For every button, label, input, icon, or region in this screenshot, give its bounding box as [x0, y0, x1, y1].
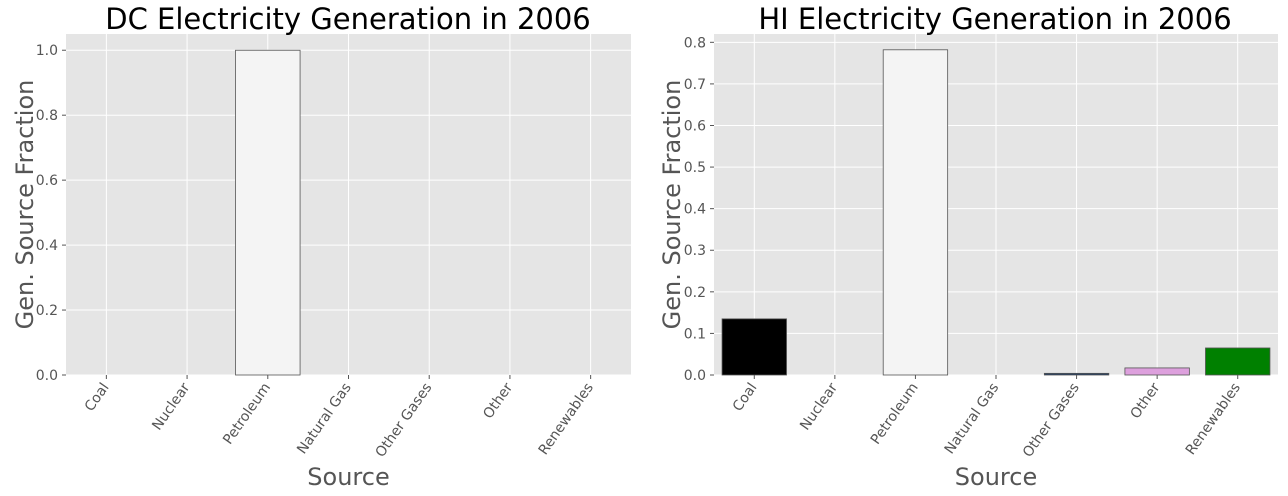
x-axis-label: Source [955, 463, 1037, 491]
y-tick-label: 0.0 [36, 368, 58, 384]
bar-other [1124, 367, 1190, 376]
y-tick-label: 0.8 [36, 108, 58, 124]
x-tick-label: Petroleum [220, 380, 274, 447]
y-tick-label: 0.6 [684, 118, 706, 134]
y-tick-label: 0.8 [684, 35, 706, 51]
y-tick-label: 0.1 [684, 326, 706, 342]
y-tick-label: 0.7 [684, 77, 706, 93]
bar-petroleum [882, 49, 949, 376]
x-tick-label: Nuclear [797, 380, 841, 434]
bar-coal [721, 318, 787, 376]
y-tick-label: 1.0 [36, 43, 58, 59]
bar-renewables [1205, 347, 1271, 376]
x-tick-label: Natural Gas [294, 380, 355, 457]
y-tick-label: 0.2 [684, 285, 706, 301]
x-tick-label: Other [480, 380, 516, 422]
bar-petroleum [235, 49, 301, 376]
bar-other-gases [1043, 372, 1110, 376]
y-axis-label: Gen. Source Fraction [11, 80, 39, 330]
y-tick-label: 0.2 [36, 303, 58, 319]
y-tick-label: 0.4 [684, 202, 706, 218]
x-tick-label: Nuclear [149, 380, 193, 434]
chart-panel-1: 0.0 0.2 0.4 0.6 0.8 1.0 Coal Nuclear Petroleum Na… [11, 2, 631, 491]
x-tick-label: Other [1128, 380, 1164, 422]
y-tick-label: 0.5 [684, 160, 706, 176]
y-tick-label: 0.0 [684, 368, 706, 384]
x-tick-label: Coal [730, 380, 761, 414]
x-tick-label: Renewables [1183, 380, 1244, 458]
y-axis-label: Gen. Source Fraction [658, 80, 686, 330]
x-tick-label: Natural Gas [942, 380, 1003, 457]
chart-panel-2: 0.0 0.1 0.2 0.3 0.4 0.5 0.6 0.7 0.8 Coal Nuclear Pe… [658, 2, 1278, 491]
x-tick-label: Other Gases [373, 380, 436, 460]
x-tick-label: Renewables [536, 380, 597, 458]
x-axis-label: Source [307, 463, 389, 491]
x-tick-label: Other Gases [1020, 380, 1083, 460]
chart-title: HI Electricity Generation in 2006 [758, 2, 1231, 36]
y-tick-label: 0.3 [684, 243, 706, 259]
x-tick-label: Petroleum [868, 380, 922, 447]
y-tick-label: 0.6 [36, 173, 58, 189]
x-tick-label: Coal [82, 380, 113, 414]
chart-title: DC Electricity Generation in 2006 [105, 2, 591, 36]
y-tick-label: 0.4 [36, 238, 58, 254]
